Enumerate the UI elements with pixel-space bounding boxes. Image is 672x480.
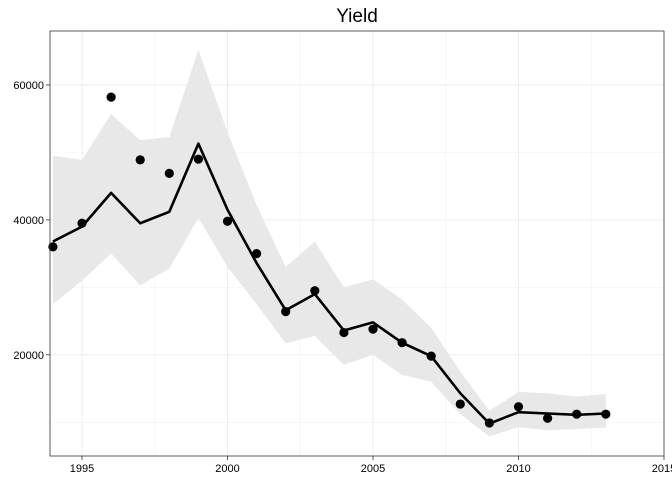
data-point [397, 338, 407, 348]
data-point [455, 399, 465, 409]
data-point [601, 409, 611, 419]
y-tick-label: 20000 [13, 350, 44, 362]
data-point [77, 218, 87, 228]
panel-border [49, 30, 665, 457]
observed-points-layer [48, 92, 611, 428]
data-point [281, 307, 291, 317]
axes: 1995 2000 2005 2010 2015 20000 40000 60000 [13, 80, 672, 475]
fitted-line-layer [52, 142, 606, 425]
x-tick-label: 2015 [652, 463, 672, 475]
data-point [572, 409, 582, 419]
x-tick-label: 1995 [70, 463, 94, 475]
confidence-band [52, 49, 606, 437]
data-point [426, 351, 436, 361]
y-tick-label: 60000 [13, 80, 44, 92]
data-point [543, 413, 553, 423]
data-point [513, 402, 524, 412]
data-point [252, 249, 262, 259]
chart-title: Yield [336, 6, 378, 27]
fitted-line [52, 142, 606, 425]
data-point [106, 92, 116, 102]
x-tick-label: 2000 [215, 463, 239, 475]
data-point [222, 216, 233, 226]
y-tick-label: 40000 [13, 215, 44, 227]
confidence-band-layer [52, 49, 606, 437]
x-tick-label: 2005 [361, 463, 385, 475]
data-point [135, 155, 145, 165]
data-point [339, 327, 349, 338]
x-tick-label: 2010 [506, 463, 530, 475]
data-point [310, 286, 320, 296]
grid-lines [50, 31, 664, 456]
data-point [48, 242, 58, 252]
data-point [484, 418, 494, 428]
data-point [164, 168, 174, 178]
data-point [368, 324, 378, 334]
data-point [193, 154, 204, 164]
